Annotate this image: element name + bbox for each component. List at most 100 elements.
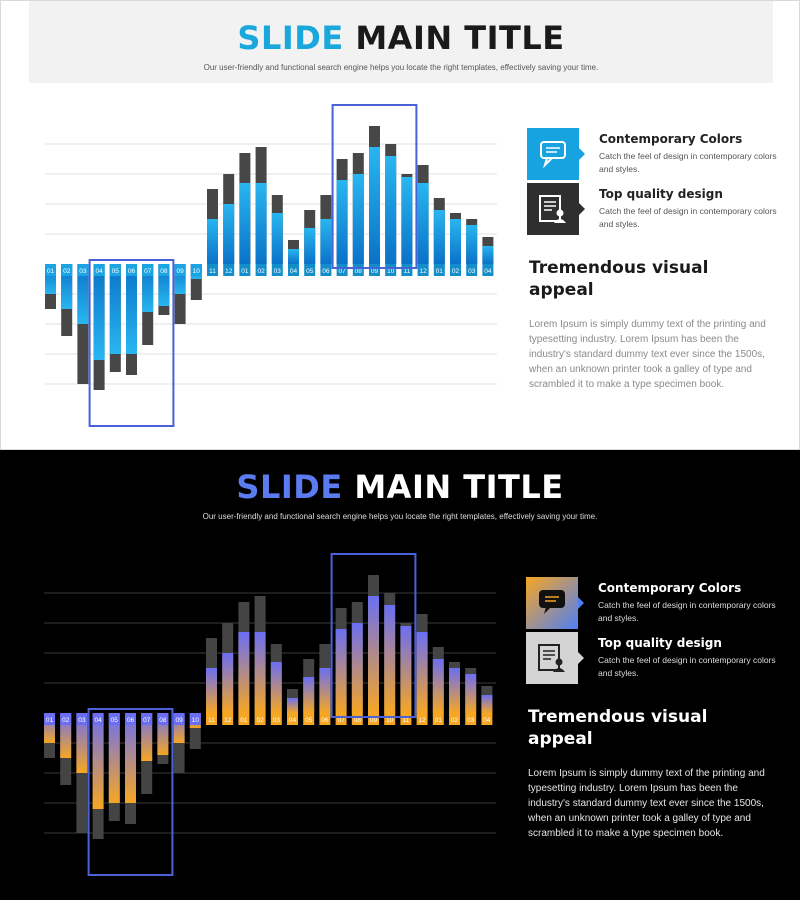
bar-inner [288,249,299,264]
bar-inner [433,210,445,264]
tick-label: 03 [78,717,86,724]
tick-label: 01 [46,717,54,724]
tick-cell [238,713,250,725]
tick-label: 08 [160,268,168,275]
highlight-box [331,104,418,269]
bar-inner [109,264,121,354]
tick-cell [174,264,186,276]
tick-label: 12 [418,717,426,724]
bar-inner [255,183,267,264]
bar-inner [45,264,56,294]
tick-label: 04 [484,268,492,275]
tick-label: 01 [436,268,444,275]
section-heading: Tremendous visual appeal [529,258,709,300]
tick-label: 01 [47,268,55,275]
bar-inner [44,713,55,743]
feature-title: Top quality design [599,187,723,201]
bar-inner [222,653,234,713]
bar-inner [76,713,88,773]
tick-label: 03 [79,268,87,275]
bar-inner [173,713,185,743]
bar-inner [450,219,461,264]
tick-cell [254,713,266,725]
bar-inner [207,219,218,264]
tick-cell [255,264,267,276]
header-band: SLIDE MAIN TITLE Our user-friendly and f… [29,1,773,83]
tick-label: 10 [387,268,395,275]
tick-label: 12 [224,717,232,724]
tick-cell [449,713,460,725]
bar-inner [77,264,89,324]
tick-cell [352,264,364,276]
tick-cell [351,713,363,725]
tick-cell [222,713,234,725]
tick-label: 09 [175,717,183,724]
tick-cell [482,264,494,276]
feature-arrow [578,597,584,609]
bar-inner [125,713,136,803]
tick-label: 06 [127,717,135,724]
document-person-icon [538,644,565,672]
tick-cell [45,264,56,276]
tick-cell [335,713,347,725]
feature-icon-box [526,577,578,629]
tick-cell [92,713,104,725]
tick-cell [61,264,73,276]
tick-label: 11 [209,268,216,275]
slide-subtitle: Our user-friendly and functional search … [202,512,598,521]
tick-label: 08 [159,717,167,724]
tick-cell [126,264,137,276]
feature-title: Top quality design [598,636,722,650]
bar-inner [61,264,73,309]
feature-top-quality: Top quality design Catch the feel of des… [527,183,787,235]
feature-arrow [579,148,585,160]
slide-dark: SLIDE MAIN TITLE Our user-friendly and f… [0,450,800,900]
tick-label: 06 [322,268,330,275]
tick-label: 07 [143,717,151,724]
bar-inner [157,713,169,755]
tick-label: 04 [289,717,297,724]
tick-cell [109,264,121,276]
tick-label: 12 [419,268,427,275]
bar-inner [482,246,494,264]
bar-chart: 01 02 03 04 05 06 07 08 09 10 11 12 01 02 03 04 05 06 07 08… [44,553,496,876]
tick-cell [466,264,478,276]
tick-label: 06 [321,717,329,724]
tick-cell [287,713,298,725]
chat-bubble-icon [539,590,565,614]
tick-cell [450,264,461,276]
slide-title: SLIDE MAIN TITLE [28,468,772,506]
highlight-box [88,259,175,427]
tick-cell [481,713,493,725]
tick-label: 02 [451,717,459,724]
title-accent: SLIDE [236,468,343,506]
tick-label: 05 [112,268,120,275]
tick-label: 02 [62,717,70,724]
bar-inner [271,213,283,264]
tick-cell [271,264,283,276]
tick-cell [432,713,444,725]
bar-inner [287,698,298,713]
tick-cell [223,264,235,276]
bar-inner [254,632,266,713]
title-main: MAIN TITLE [355,19,565,57]
tick-cell [93,264,105,276]
title-main: MAIN TITLE [354,468,564,506]
bar-inner [320,219,332,264]
bar-inner [158,264,170,306]
slide-subtitle: Our user-friendly and functional search … [203,63,599,72]
tick-cell [385,264,397,276]
tick-cell [384,713,396,725]
feature-contemporary-colors: Contemporary Colors Catch the feel of de… [526,577,786,629]
tick-label: 08 [355,268,363,275]
bar-inner [141,713,153,761]
feature-icon-box [527,128,579,180]
tick-label: 09 [371,268,379,275]
tick-cell [158,264,170,276]
document-person-icon [539,195,566,223]
bar-inner [351,623,363,713]
tick-cell [44,713,55,725]
feature-arrow [579,203,585,215]
tick-cell [125,713,136,725]
feature-title: Contemporary Colors [599,132,743,146]
